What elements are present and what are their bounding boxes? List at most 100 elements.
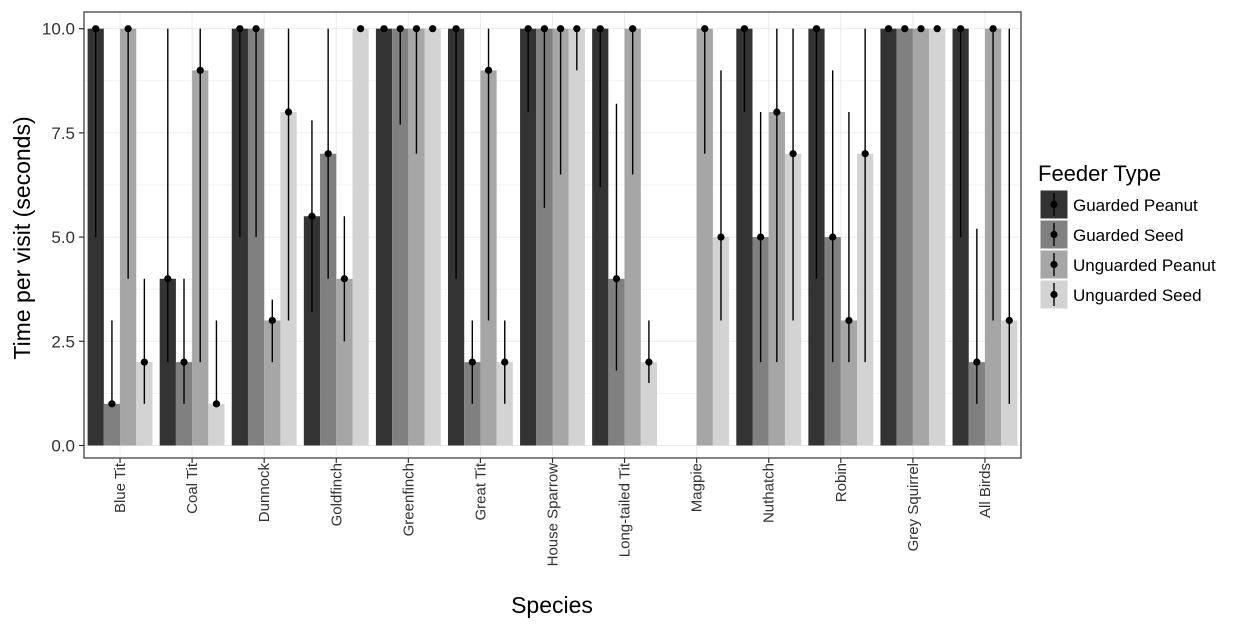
- median-point: [452, 25, 460, 33]
- bar-unguarded-seed: [352, 28, 369, 446]
- y-tick-label: 5.0: [51, 228, 75, 247]
- bar-guarded-seed: [103, 403, 121, 446]
- median-point: [540, 25, 548, 33]
- y-tick-label: 0.0: [51, 436, 75, 455]
- median-point: [380, 25, 388, 33]
- median-point: [284, 108, 293, 116]
- legend-item: Unguarded Peanut: [1039, 249, 1216, 280]
- bar-guarded-seed: [320, 153, 337, 446]
- median-point: [917, 25, 925, 33]
- median-point: [92, 25, 100, 33]
- x-axis-title: Species: [511, 592, 593, 618]
- median-point: [757, 233, 765, 241]
- median-point: [252, 25, 260, 33]
- median-point: [557, 25, 565, 33]
- median-point: [989, 25, 997, 33]
- median-point: [524, 25, 532, 33]
- bar-guarded-seed: [536, 28, 553, 446]
- legend-label: Unguarded Peanut: [1073, 256, 1216, 275]
- median-point: [701, 25, 709, 33]
- median-point: [629, 25, 637, 33]
- median-point: [501, 358, 509, 366]
- median-point: [573, 25, 581, 33]
- median-point: [356, 25, 365, 33]
- x-tick-label: Robin: [833, 463, 850, 502]
- median-point: [124, 25, 132, 33]
- median-point: [957, 25, 965, 33]
- bar-guarded-peanut: [303, 216, 321, 446]
- y-tick-label: 10.0: [42, 20, 75, 39]
- median-point: [973, 358, 981, 366]
- x-tick-label: Magpie: [689, 463, 706, 512]
- median-point: [396, 25, 404, 33]
- median-point: [484, 66, 493, 74]
- median-point: [645, 358, 653, 366]
- x-tick-label: Long-tailed Tit: [617, 462, 634, 557]
- median-point: [180, 358, 188, 366]
- median-point: [212, 400, 221, 408]
- median-point: [612, 275, 621, 283]
- legend-key-point: [1050, 200, 1058, 209]
- bar-unguarded-seed: [568, 28, 585, 446]
- median-point: [236, 25, 244, 33]
- bar-unguarded-peanut: [408, 28, 425, 446]
- legend-item: Guarded Peanut: [1039, 189, 1198, 220]
- median-point: [268, 316, 276, 325]
- median-point: [596, 25, 604, 33]
- x-tick-label: Goldfinch: [328, 463, 345, 526]
- x-tick-label: All Birds: [977, 463, 994, 518]
- median-point: [140, 358, 148, 366]
- legend-label: Guarded Peanut: [1073, 196, 1198, 215]
- legend-key-point: [1050, 260, 1058, 269]
- axes: 0.0 2.5 5.0 7.5 10.0 Blue Tit Coal Tit Dunnock G…: [42, 11, 1022, 567]
- bar-unguarded-peanut: [696, 28, 713, 446]
- x-tick-label: House Sparrow: [545, 463, 562, 567]
- x-tick-label: Coal Tit: [184, 462, 201, 514]
- median-point: [468, 358, 476, 366]
- bar-unguarded-seed: [712, 237, 730, 446]
- legend-label: Guarded Seed: [1073, 226, 1184, 245]
- x-tick-label: Greenfinch: [400, 463, 417, 536]
- bar-guarded-peanut: [375, 28, 393, 446]
- median-point: [812, 25, 821, 33]
- bar-unguarded-peanut: [840, 320, 858, 446]
- y-axis-title: Time per visit (seconds): [9, 116, 35, 359]
- legend-item: Unguarded Seed: [1039, 279, 1202, 310]
- median-point: [308, 212, 316, 220]
- bar-guarded-peanut: [592, 28, 609, 446]
- bar-guarded-peanut: [736, 28, 753, 446]
- median-point: [412, 25, 421, 33]
- bar-unguarded-seed: [640, 362, 658, 446]
- bar-guarded-seed: [392, 28, 409, 446]
- bar-guarded-seed: [896, 28, 913, 446]
- median-point: [789, 150, 797, 158]
- median-point: [740, 25, 749, 33]
- median-point: [773, 108, 781, 116]
- x-tick-label: Dunnock: [256, 463, 273, 523]
- median-point: [933, 25, 941, 33]
- median-point: [196, 66, 204, 74]
- y-tick-label: 7.5: [51, 124, 75, 143]
- legend-label: Unguarded Seed: [1073, 286, 1202, 305]
- error-bars: [92, 25, 1013, 408]
- x-tick-label: Grey Squirrel: [905, 463, 922, 551]
- median-point: [901, 25, 909, 33]
- median-point: [340, 275, 348, 283]
- bar-guarded-peanut: [880, 28, 897, 446]
- bar-unguarded-peanut: [912, 28, 930, 446]
- x-tick-label: Blue Tit: [112, 462, 129, 513]
- legend-title: Feeder Type: [1038, 161, 1161, 186]
- bar-unguarded-seed: [424, 28, 441, 446]
- bar-unguarded-peanut: [336, 278, 353, 446]
- median-point: [884, 25, 893, 33]
- bar-guarded-peanut: [159, 278, 176, 446]
- bar-unguarded-peanut: [552, 28, 569, 446]
- median-point: [829, 233, 837, 241]
- median-point: [429, 25, 437, 33]
- median-point: [717, 233, 725, 241]
- bar-unguarded-peanut: [624, 28, 641, 446]
- y-tick-label: 2.5: [51, 332, 75, 351]
- legend-key-point: [1050, 230, 1058, 239]
- median-point: [324, 150, 332, 158]
